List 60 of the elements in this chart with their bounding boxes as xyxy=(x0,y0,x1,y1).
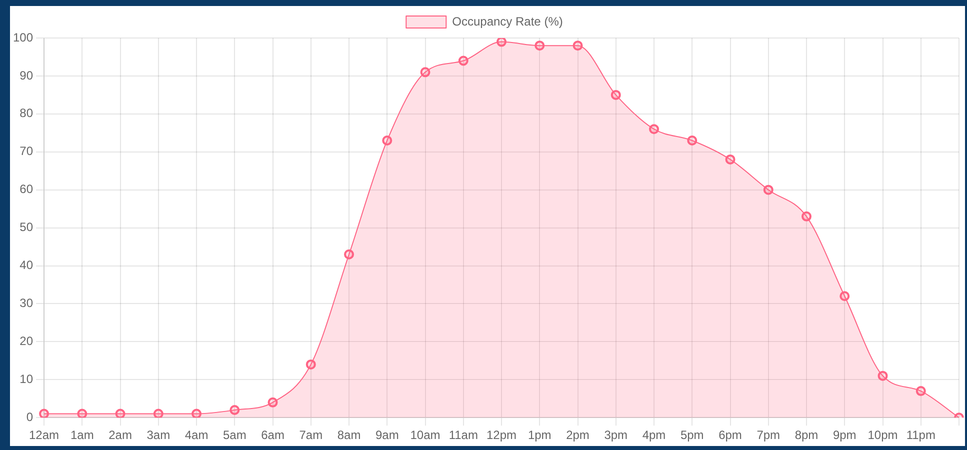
x-tick-label: 8am xyxy=(337,428,361,442)
x-tick-label: 10am xyxy=(410,428,440,442)
y-tick-label: 100 xyxy=(12,30,34,44)
x-tick-label: 7am xyxy=(299,428,323,442)
x-tick-label: 3am xyxy=(146,428,170,442)
y-tick-label: 20 xyxy=(20,334,34,348)
point xyxy=(153,408,164,418)
point xyxy=(115,408,126,418)
y-tick-label: 10 xyxy=(20,372,34,386)
point xyxy=(344,249,354,260)
point xyxy=(916,386,926,396)
y-tick-label: 30 xyxy=(20,296,34,310)
point xyxy=(763,184,774,195)
x-tick-label: 1am xyxy=(70,428,94,442)
x-tick-label: 2am xyxy=(108,428,132,442)
point xyxy=(382,135,392,146)
point xyxy=(458,56,468,66)
point xyxy=(878,370,888,381)
x-tick-label: 6pm xyxy=(718,428,742,442)
point xyxy=(420,67,430,78)
x-tick-label: 8pm xyxy=(794,428,818,442)
point xyxy=(77,408,88,418)
x-tick-label: 10pm xyxy=(868,428,898,442)
point xyxy=(725,154,736,164)
y-tick-label: 50 xyxy=(20,220,34,234)
point xyxy=(268,397,278,408)
point xyxy=(306,359,316,370)
y-tick-label: 40 xyxy=(20,258,34,272)
point xyxy=(687,135,698,146)
legend-label: Occupancy Rate (%) xyxy=(452,14,563,28)
x-tick-label: 1pm xyxy=(528,428,552,442)
y-tick-label: 80 xyxy=(20,106,34,120)
point xyxy=(840,291,850,302)
x-tick-label: 5pm xyxy=(680,428,704,442)
x-tick-label: 11am xyxy=(448,428,478,442)
x-tick-label: 9pm xyxy=(832,428,856,442)
y-tick-label: 0 xyxy=(26,410,34,424)
point xyxy=(496,38,507,47)
x-tick-label: 9am xyxy=(375,428,399,442)
x-tick-label: 4pm xyxy=(642,428,666,442)
x-tick-label: 4am xyxy=(184,428,208,442)
x-tick-label: 2pm xyxy=(566,428,590,442)
x-tick-label: 7pm xyxy=(756,428,780,442)
y-tick-label: 70 xyxy=(20,144,34,158)
point xyxy=(610,90,621,100)
x-tick-label: 11pm xyxy=(906,428,936,442)
point xyxy=(39,408,50,418)
y-tick-label: 60 xyxy=(20,182,34,196)
point xyxy=(230,405,240,416)
point xyxy=(572,40,583,51)
point xyxy=(649,124,660,134)
x-tick-label: 12am xyxy=(29,428,60,442)
point xyxy=(534,40,545,51)
y-tick-label: 90 xyxy=(20,68,34,82)
x-tick-label: 3pm xyxy=(604,428,628,442)
point xyxy=(192,408,202,418)
x-tick-label: 6am xyxy=(261,428,284,442)
x-tick-label: 12pm xyxy=(486,428,517,442)
x-tick-label: 5am xyxy=(222,428,246,442)
point xyxy=(802,211,812,222)
